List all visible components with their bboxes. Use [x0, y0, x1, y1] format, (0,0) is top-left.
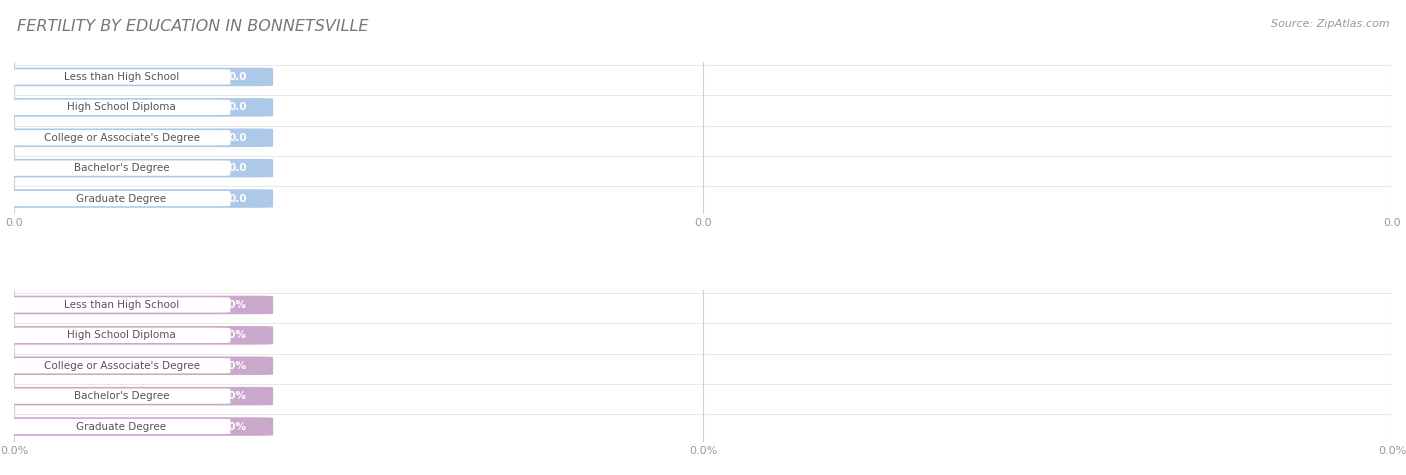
Text: 0.0%: 0.0%: [218, 421, 247, 432]
Text: High School Diploma: High School Diploma: [67, 102, 176, 113]
Text: 0.0%: 0.0%: [218, 330, 247, 341]
Text: High School Diploma: High School Diploma: [67, 330, 176, 341]
Text: Bachelor's Degree: Bachelor's Degree: [73, 391, 169, 401]
FancyBboxPatch shape: [0, 67, 273, 86]
FancyBboxPatch shape: [0, 128, 273, 147]
Text: Graduate Degree: Graduate Degree: [76, 421, 166, 432]
Text: 0.0: 0.0: [228, 133, 247, 143]
FancyBboxPatch shape: [0, 189, 273, 208]
FancyBboxPatch shape: [4, 130, 231, 145]
FancyBboxPatch shape: [4, 389, 231, 404]
FancyBboxPatch shape: [0, 326, 273, 345]
Text: 0.0%: 0.0%: [218, 391, 247, 401]
FancyBboxPatch shape: [4, 419, 231, 434]
FancyBboxPatch shape: [4, 100, 231, 115]
Text: 0.0: 0.0: [228, 163, 247, 173]
FancyBboxPatch shape: [4, 161, 231, 176]
Text: Bachelor's Degree: Bachelor's Degree: [73, 163, 169, 173]
Text: College or Associate's Degree: College or Associate's Degree: [44, 361, 200, 371]
FancyBboxPatch shape: [0, 295, 273, 314]
Text: Source: ZipAtlas.com: Source: ZipAtlas.com: [1271, 19, 1389, 29]
FancyBboxPatch shape: [0, 98, 273, 117]
FancyBboxPatch shape: [0, 387, 273, 406]
Text: 0.0%: 0.0%: [218, 300, 247, 310]
FancyBboxPatch shape: [0, 356, 273, 375]
Text: 0.0: 0.0: [228, 102, 247, 113]
FancyBboxPatch shape: [4, 328, 231, 343]
Text: 0.0: 0.0: [228, 72, 247, 82]
Text: College or Associate's Degree: College or Associate's Degree: [44, 133, 200, 143]
Text: 0.0%: 0.0%: [218, 361, 247, 371]
FancyBboxPatch shape: [0, 159, 273, 178]
Text: Graduate Degree: Graduate Degree: [76, 193, 166, 204]
Text: 0.0: 0.0: [228, 193, 247, 204]
Text: Less than High School: Less than High School: [63, 300, 179, 310]
Text: FERTILITY BY EDUCATION IN BONNETSVILLE: FERTILITY BY EDUCATION IN BONNETSVILLE: [17, 19, 368, 34]
FancyBboxPatch shape: [0, 417, 273, 436]
FancyBboxPatch shape: [4, 297, 231, 313]
FancyBboxPatch shape: [4, 191, 231, 206]
FancyBboxPatch shape: [4, 69, 231, 85]
FancyBboxPatch shape: [4, 358, 231, 373]
Text: Less than High School: Less than High School: [63, 72, 179, 82]
